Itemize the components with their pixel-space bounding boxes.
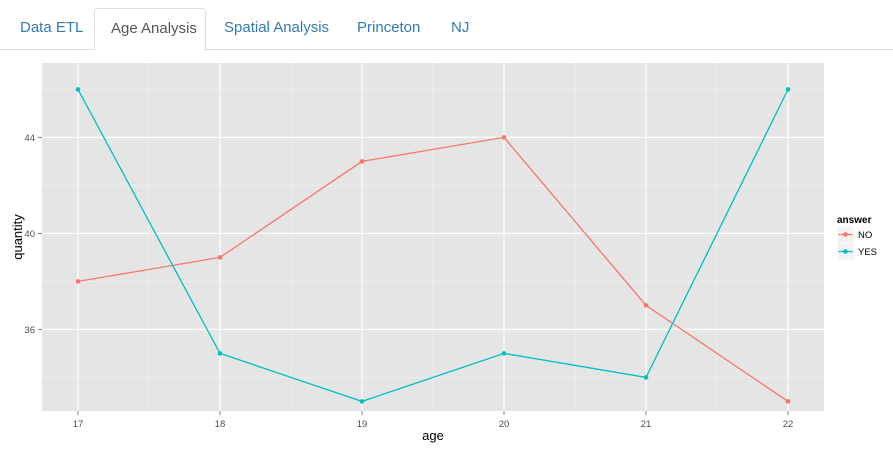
data-point-no <box>75 279 81 284</box>
data-point-yes <box>785 87 791 92</box>
data-point-no <box>217 255 223 260</box>
x-axis-title: age <box>422 428 444 443</box>
y-axis-title: quantity <box>10 214 25 260</box>
legend-title: answer <box>837 215 872 226</box>
data-point-no <box>643 303 649 308</box>
axes-layer: 36 40 44 17 18 19 20 21 22 <box>24 133 793 430</box>
legend-point-no <box>843 232 848 237</box>
series-layer <box>75 87 791 404</box>
x-tick-label: 19 <box>357 419 368 430</box>
data-point-no <box>359 159 365 164</box>
legend-label-no: NO <box>858 230 872 241</box>
data-point-no <box>785 399 791 404</box>
legend: answer NO YES <box>836 215 877 261</box>
age-line-chart: 36 40 44 17 18 19 20 21 22 age quantity answer N… <box>10 63 877 443</box>
legend-point-yes <box>843 249 848 254</box>
grid <box>42 63 824 411</box>
tab-princeton[interactable]: Princeton <box>357 19 421 36</box>
tab-data-etl[interactable]: Data ETL <box>20 19 84 36</box>
data-point-yes <box>359 399 365 404</box>
y-tick-label: 40 <box>24 229 35 240</box>
tab-age-analysis[interactable]: Age Analysis <box>94 8 206 51</box>
data-point-yes <box>75 87 81 92</box>
x-tick-label: 18 <box>215 419 226 430</box>
data-point-yes <box>217 351 223 356</box>
tab-nj[interactable]: NJ <box>451 19 470 36</box>
data-point-yes <box>501 351 507 356</box>
x-tick-label: 22 <box>783 419 794 430</box>
tab-spatial-analysis[interactable]: Spatial Analysis <box>224 19 330 36</box>
data-point-yes <box>643 375 649 380</box>
x-tick-label: 20 <box>499 419 510 430</box>
series-line-yes <box>77 89 789 403</box>
series-line-no <box>77 136 789 402</box>
data-point-no <box>501 135 507 140</box>
tab-bar: Data ETL Age Analysis Spatial Analysis P… <box>0 0 893 51</box>
x-tick-label: 21 <box>641 419 652 430</box>
y-tick-label: 44 <box>24 133 35 144</box>
x-tick-label: 17 <box>73 419 84 430</box>
y-tick-label: 36 <box>24 325 35 336</box>
legend-label-yes: YES <box>858 247 877 258</box>
